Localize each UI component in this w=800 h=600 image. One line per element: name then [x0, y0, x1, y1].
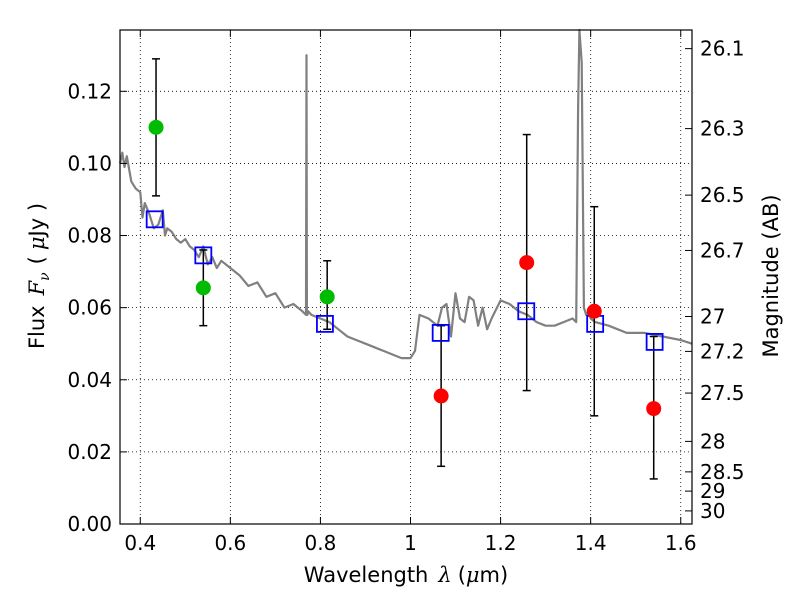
axes-frame — [119, 29, 693, 525]
y-axis-label-subscript: ν — [37, 272, 53, 281]
x-axis-label-mu: μ — [466, 563, 480, 587]
red-detection-point — [519, 255, 535, 271]
magnitude-tick-label: 30 — [700, 499, 725, 523]
x-tick-label: 0.8 — [305, 531, 337, 555]
magnitude-tick-label: 28.5 — [700, 460, 745, 484]
magnitude-tick-label: 29 — [700, 479, 725, 503]
y-axis-label: Flux Fν ( μJy ) — [25, 203, 53, 349]
red-detection-point — [646, 401, 662, 417]
y-tick-label: 0.06 — [67, 296, 112, 320]
model-photometry-square — [194, 246, 213, 265]
magnitude-tick-label: 27 — [700, 304, 725, 328]
magnitude-tick-label: 26.7 — [700, 238, 745, 262]
red-detection-point — [433, 388, 449, 404]
x-tick-label: 1.4 — [575, 531, 607, 555]
x-axis-label-symbol: λ — [437, 563, 451, 587]
x-tick-label: 1 — [404, 531, 417, 555]
model-photometry-square — [431, 323, 450, 342]
y-axis-label-open: ( — [25, 256, 49, 264]
green-detection-point — [195, 280, 211, 296]
x-axis-label-unit: m) — [480, 563, 509, 587]
tick-marks — [120, 30, 692, 525]
y-axis-label-mu: μ — [25, 236, 49, 250]
model-spectrum-line — [118, 28, 693, 360]
y-axis-label-symbol: F — [25, 279, 49, 296]
x-tick-label: 0.4 — [124, 531, 156, 555]
x-axis-label: Wavelength λ (μm) — [304, 563, 508, 587]
x-tick-label: 1.6 — [665, 531, 697, 555]
model-photometry-square — [645, 333, 664, 351]
y-tick-label: 0.10 — [67, 151, 112, 175]
magnitude-tick-label: 26.3 — [700, 117, 745, 141]
x-tick-label: 1.2 — [485, 531, 517, 555]
y-tick-label: 0.08 — [67, 224, 112, 248]
x-axis-label-text: Wavelength — [304, 563, 429, 587]
green-detection-point — [319, 289, 335, 305]
magnitude-tick-label: 27.5 — [700, 381, 745, 405]
model-photometry-square — [316, 314, 334, 333]
y-axis-label-text: Flux — [25, 305, 49, 349]
model-photometry-square — [517, 302, 536, 321]
y-axis-label-unit: Jy ) — [25, 203, 49, 239]
magnitude-tick-label: 26.1 — [700, 37, 745, 61]
x-tick-labels: 0.4 0.6 0.8 1 1.2 1.4 1.6 — [124, 531, 696, 555]
magnitude-tick-label: 28 — [700, 429, 725, 453]
red-detection-point — [586, 303, 602, 319]
magnitude-axis-label: Magnitude (AB) — [759, 194, 783, 357]
green-detection-point — [148, 119, 164, 135]
x-tick-label: 0.6 — [214, 531, 246, 555]
x-axis-label-open: ( — [458, 563, 466, 587]
y-tick-label: 0.04 — [67, 368, 112, 392]
y-tick-label: 0.00 — [67, 512, 112, 536]
y-tick-labels: 0.00 0.02 0.04 0.06 0.08 0.10 0.12 — [67, 79, 112, 536]
magnitude-tick-label: 26.5 — [700, 183, 745, 207]
y-tick-label: 0.12 — [67, 79, 112, 103]
y-tick-label: 0.02 — [67, 440, 112, 464]
magnitude-tick-label: 27.2 — [700, 339, 745, 363]
model-photometry-square — [145, 210, 164, 229]
plot-area — [118, 28, 693, 480]
